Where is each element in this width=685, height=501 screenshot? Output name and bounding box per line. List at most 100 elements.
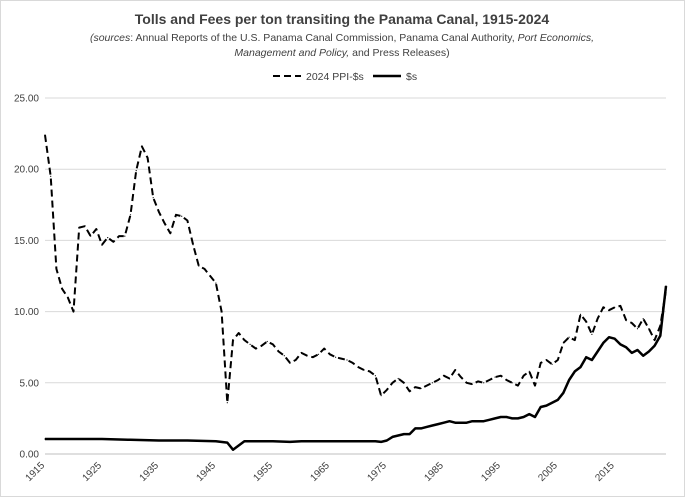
data-point <box>409 433 411 435</box>
data-point <box>255 348 257 350</box>
data-point <box>300 440 302 442</box>
data-point <box>209 275 211 277</box>
data-point <box>181 215 183 217</box>
x-tick-label: 2015 <box>593 460 617 484</box>
data-point <box>118 235 120 237</box>
data-point <box>158 211 160 213</box>
data-point <box>306 355 308 357</box>
data-point <box>488 419 490 421</box>
subtitle-part: : Annual Reports of the U.S. Panama Cana… <box>130 32 517 44</box>
data-point <box>625 319 627 321</box>
data-point <box>215 282 217 284</box>
data-point <box>494 376 496 378</box>
data-point <box>602 306 604 308</box>
gridlines <box>45 97 666 455</box>
data-point <box>238 332 240 334</box>
data-point <box>551 363 553 365</box>
data-point <box>369 370 371 372</box>
subtitle-part: ( <box>90 32 95 44</box>
data-point <box>363 369 365 371</box>
data-point <box>403 433 405 435</box>
data-point <box>466 422 468 424</box>
data-point <box>545 405 548 407</box>
x-tick-label: 1965 <box>308 460 332 484</box>
data-point <box>619 305 622 307</box>
data-point <box>323 348 325 350</box>
data-point <box>494 417 496 419</box>
data-point <box>300 352 302 354</box>
data-point <box>562 342 565 344</box>
data-point <box>397 377 399 380</box>
data-point <box>636 349 639 351</box>
data-point <box>249 343 251 345</box>
data-point <box>95 228 97 230</box>
data-point <box>186 439 188 442</box>
data-point <box>374 440 376 442</box>
data-point <box>340 358 342 360</box>
data-point <box>608 309 610 311</box>
data-point <box>454 422 456 424</box>
data-point <box>659 335 661 337</box>
data-point <box>78 227 80 229</box>
subtitle-part: and Press Releases) <box>349 47 449 59</box>
data-point <box>437 423 439 425</box>
series-line-2024-ppi <box>44 134 667 404</box>
x-tick-label: 1955 <box>251 460 275 484</box>
data-point <box>203 268 206 270</box>
data-point <box>466 382 468 384</box>
data-point <box>471 383 473 385</box>
data-point <box>665 285 667 287</box>
data-point <box>289 362 291 364</box>
data-point <box>55 268 58 270</box>
x-tick-label: 1995 <box>479 460 503 484</box>
data-point <box>557 399 559 401</box>
data-point <box>295 359 297 361</box>
data-point <box>221 311 223 313</box>
data-point <box>426 426 428 428</box>
data-point <box>164 222 166 224</box>
data-point <box>505 416 508 418</box>
data-point <box>511 382 513 384</box>
data-point <box>135 170 137 172</box>
data-point <box>169 232 171 234</box>
data-point <box>614 338 616 340</box>
data-point <box>568 336 570 338</box>
data-point <box>568 379 570 381</box>
data-point <box>500 375 502 377</box>
legend: 2024 PPI-$s $s <box>273 71 417 83</box>
x-tick-label: 1975 <box>365 460 389 484</box>
data-point <box>648 328 650 330</box>
data-point <box>460 376 462 378</box>
data-point <box>431 424 433 427</box>
data-point <box>477 420 479 422</box>
data-point <box>192 244 194 246</box>
data-point <box>420 427 422 429</box>
data-point <box>654 345 656 347</box>
series-layer <box>44 134 668 451</box>
series-line-nominal <box>45 285 668 451</box>
data-point <box>534 385 536 387</box>
data-point <box>579 366 582 368</box>
y-tick-label: 25.00 <box>14 94 39 105</box>
data-point <box>147 157 149 159</box>
data-point <box>141 145 143 147</box>
data-point <box>414 386 416 388</box>
data-point <box>591 359 593 361</box>
data-point <box>232 339 234 341</box>
y-tick-label: 0.00 <box>20 450 40 461</box>
data-point <box>409 390 411 392</box>
data-point <box>272 440 274 442</box>
data-point <box>636 328 639 330</box>
y-axis-tick-labels: 0.00 5.00 10.00 15.00 20.00 25.00 <box>14 94 39 461</box>
data-point <box>631 322 633 324</box>
data-point <box>129 214 132 216</box>
x-tick-label: 1945 <box>195 460 219 484</box>
data-point <box>431 382 433 384</box>
data-point <box>585 321 587 323</box>
data-point <box>448 377 451 380</box>
data-point <box>84 225 86 227</box>
data-point <box>232 449 234 451</box>
data-point <box>72 311 75 313</box>
data-point <box>152 197 154 199</box>
